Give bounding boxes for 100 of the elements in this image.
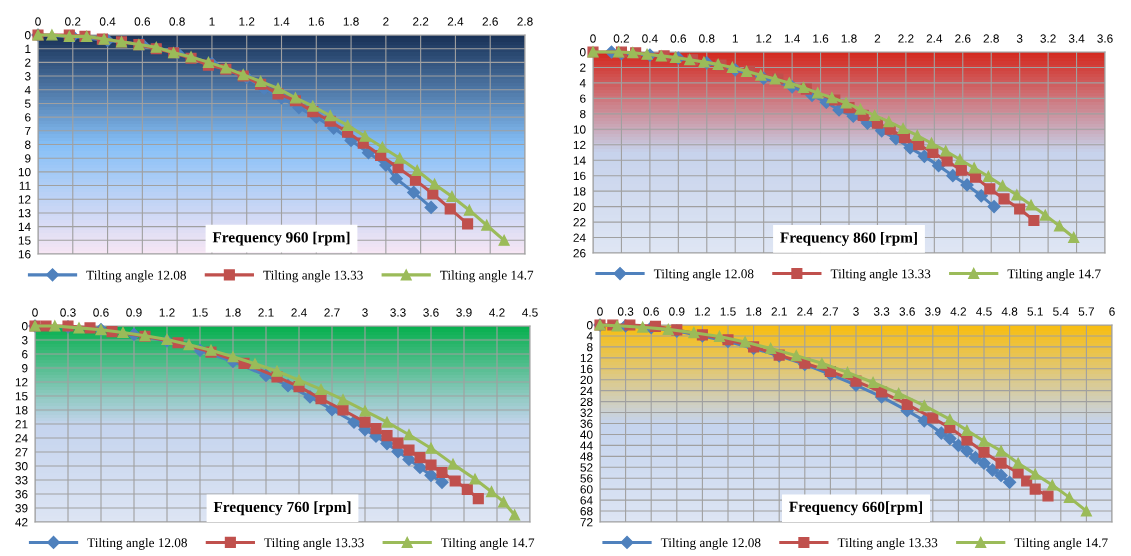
- x-tick-label: 1.8: [841, 34, 857, 43]
- y-tick-label: 39: [15, 504, 28, 513]
- x-tick-label: 4.2: [489, 308, 505, 317]
- x-tick-label: 1.2: [695, 307, 711, 316]
- x-tick-label: 2.4: [447, 17, 464, 26]
- y-tick-label: 3: [24, 72, 31, 81]
- x-tick-label: 0.2: [65, 17, 81, 26]
- y-tick-label: 32: [580, 408, 593, 417]
- x-tick-label: 3: [362, 308, 368, 317]
- y-tick-label: 0: [586, 321, 593, 330]
- y-tick-label: 16: [573, 171, 586, 181]
- y-tick-label: 8: [580, 109, 586, 119]
- y-tick-label: 13: [18, 208, 31, 218]
- text: Frequency 860 [rpm]: [780, 231, 917, 246]
- y-tick-label: 14: [573, 156, 586, 165]
- y-tick-label: 48: [580, 452, 593, 461]
- y-tick-label: 12: [15, 378, 28, 387]
- y-tick-label: 68: [580, 507, 593, 516]
- x-tick-label: 5.7: [1078, 307, 1095, 316]
- x-tick-label: 1.5: [192, 308, 208, 317]
- x-tick-label: 1.2: [756, 34, 772, 43]
- y-tick-label: 9: [25, 154, 31, 163]
- x-tick-label: 0.4: [99, 17, 116, 26]
- legend-label: Tilting angle 13.33: [264, 537, 364, 550]
- x-tick-label: 0.6: [93, 308, 109, 317]
- y-tick-label: 20: [580, 375, 593, 385]
- x-tick-label: 2.4: [291, 308, 307, 317]
- x-tick-label: 0.6: [134, 17, 151, 26]
- x-tick-label: 2.2: [413, 17, 429, 26]
- y-tick-label: 22: [573, 218, 586, 227]
- x-tick-label: 0.8: [699, 34, 715, 43]
- legend-label: Tilting angle 14.7: [1007, 268, 1101, 281]
- y-tick-label: 4: [579, 79, 586, 88]
- x-tick-label: 0.3: [617, 307, 634, 316]
- x-tick-label: 0.8: [169, 17, 185, 26]
- y-tick-label: 6: [25, 113, 31, 122]
- x-tick-label: 0.9: [126, 308, 142, 317]
- y-tick-label: 3: [21, 336, 28, 345]
- legend-label: Tilting angle 13.33: [837, 537, 938, 550]
- x-tick-label: 0.6: [643, 307, 659, 316]
- x-tick-label: 2.2: [898, 34, 914, 43]
- y-tick-label: 15: [18, 236, 31, 245]
- x-tick-label: 1.8: [343, 17, 359, 26]
- x-tick-label: 3.2: [1040, 34, 1056, 43]
- y-tick-label: 42: [15, 518, 28, 527]
- x-tick-label: 2.7: [822, 307, 839, 316]
- x-tick-label: 0.3: [60, 308, 76, 317]
- text: Frequency 660[rpm]: [789, 501, 922, 516]
- legend-label: Tilting angle 14.7: [441, 537, 535, 550]
- y-tick-label: 40: [580, 430, 593, 439]
- x-tick-label: 2.8: [517, 17, 533, 26]
- legend-label: Tilting angle 12.08: [86, 270, 186, 283]
- y-tick-label: 44: [580, 441, 593, 450]
- y-tick-label: 10: [573, 125, 586, 134]
- y-tick-label: 9: [22, 364, 28, 373]
- y-tick-label: 5: [24, 99, 31, 108]
- y-tick-label: 6: [580, 94, 586, 103]
- x-tick-label: 3: [853, 307, 859, 316]
- x-tick-label: 1.6: [813, 34, 829, 43]
- x-tick-label: 5.4: [1053, 307, 1069, 316]
- legend-label: Tilting angle 12.08: [87, 537, 187, 550]
- x-tick-label: 1.8: [746, 307, 762, 316]
- y-tick-label: 72: [580, 518, 593, 527]
- x-tick-label: 2.6: [955, 34, 971, 43]
- y-tick-label: 60: [580, 485, 593, 494]
- x-tick-label: 3: [1016, 34, 1023, 43]
- legend-label: Tilting angle 12.08: [653, 268, 754, 281]
- y-tick-label: 10: [18, 167, 31, 177]
- y-tick-label: 2: [25, 58, 31, 67]
- x-tick-label: 2.4: [797, 307, 813, 316]
- y-tick-label: 20: [573, 202, 586, 212]
- y-tick-label: 2: [580, 63, 586, 72]
- x-tick-label: 2.1: [258, 308, 274, 317]
- y-tick-label: 7: [25, 126, 31, 136]
- y-tick-label: 21: [15, 420, 28, 429]
- y-tick-label: 52: [580, 463, 593, 472]
- y-tick-label: 33: [15, 476, 28, 485]
- x-tick-label: 3.3: [390, 308, 406, 317]
- x-tick-label: 3.6: [899, 307, 915, 316]
- x-tick-label: 1.8: [225, 308, 241, 317]
- y-tick-label: 24: [15, 434, 28, 443]
- y-tick-label: 6: [22, 350, 28, 359]
- y-tick-label: 12: [573, 140, 586, 150]
- x-tick-label: 3.3: [873, 307, 890, 316]
- y-tick-label: 11: [19, 181, 31, 190]
- y-tick-label: 18: [15, 406, 28, 415]
- x-tick-label: 2.8: [983, 34, 999, 43]
- x-tick-label: 3.6: [423, 308, 439, 317]
- x-tick-label: 4.2: [950, 307, 967, 316]
- x-tick-label: 0.4: [642, 34, 658, 43]
- y-tick-label: 4: [24, 85, 31, 95]
- x-tick-label: 4.5: [522, 308, 538, 317]
- y-tick-label: 26: [573, 249, 586, 258]
- text: Frequency 960 [rpm]: [212, 231, 350, 246]
- text: Frequency 760 [rpm]: [213, 501, 351, 516]
- y-tick-label: 24: [580, 386, 593, 395]
- y-tick-label: 36: [580, 419, 593, 428]
- y-tick-label: 12: [18, 195, 31, 204]
- y-tick-label: 15: [15, 392, 28, 401]
- x-tick-label: 6: [1109, 307, 1115, 316]
